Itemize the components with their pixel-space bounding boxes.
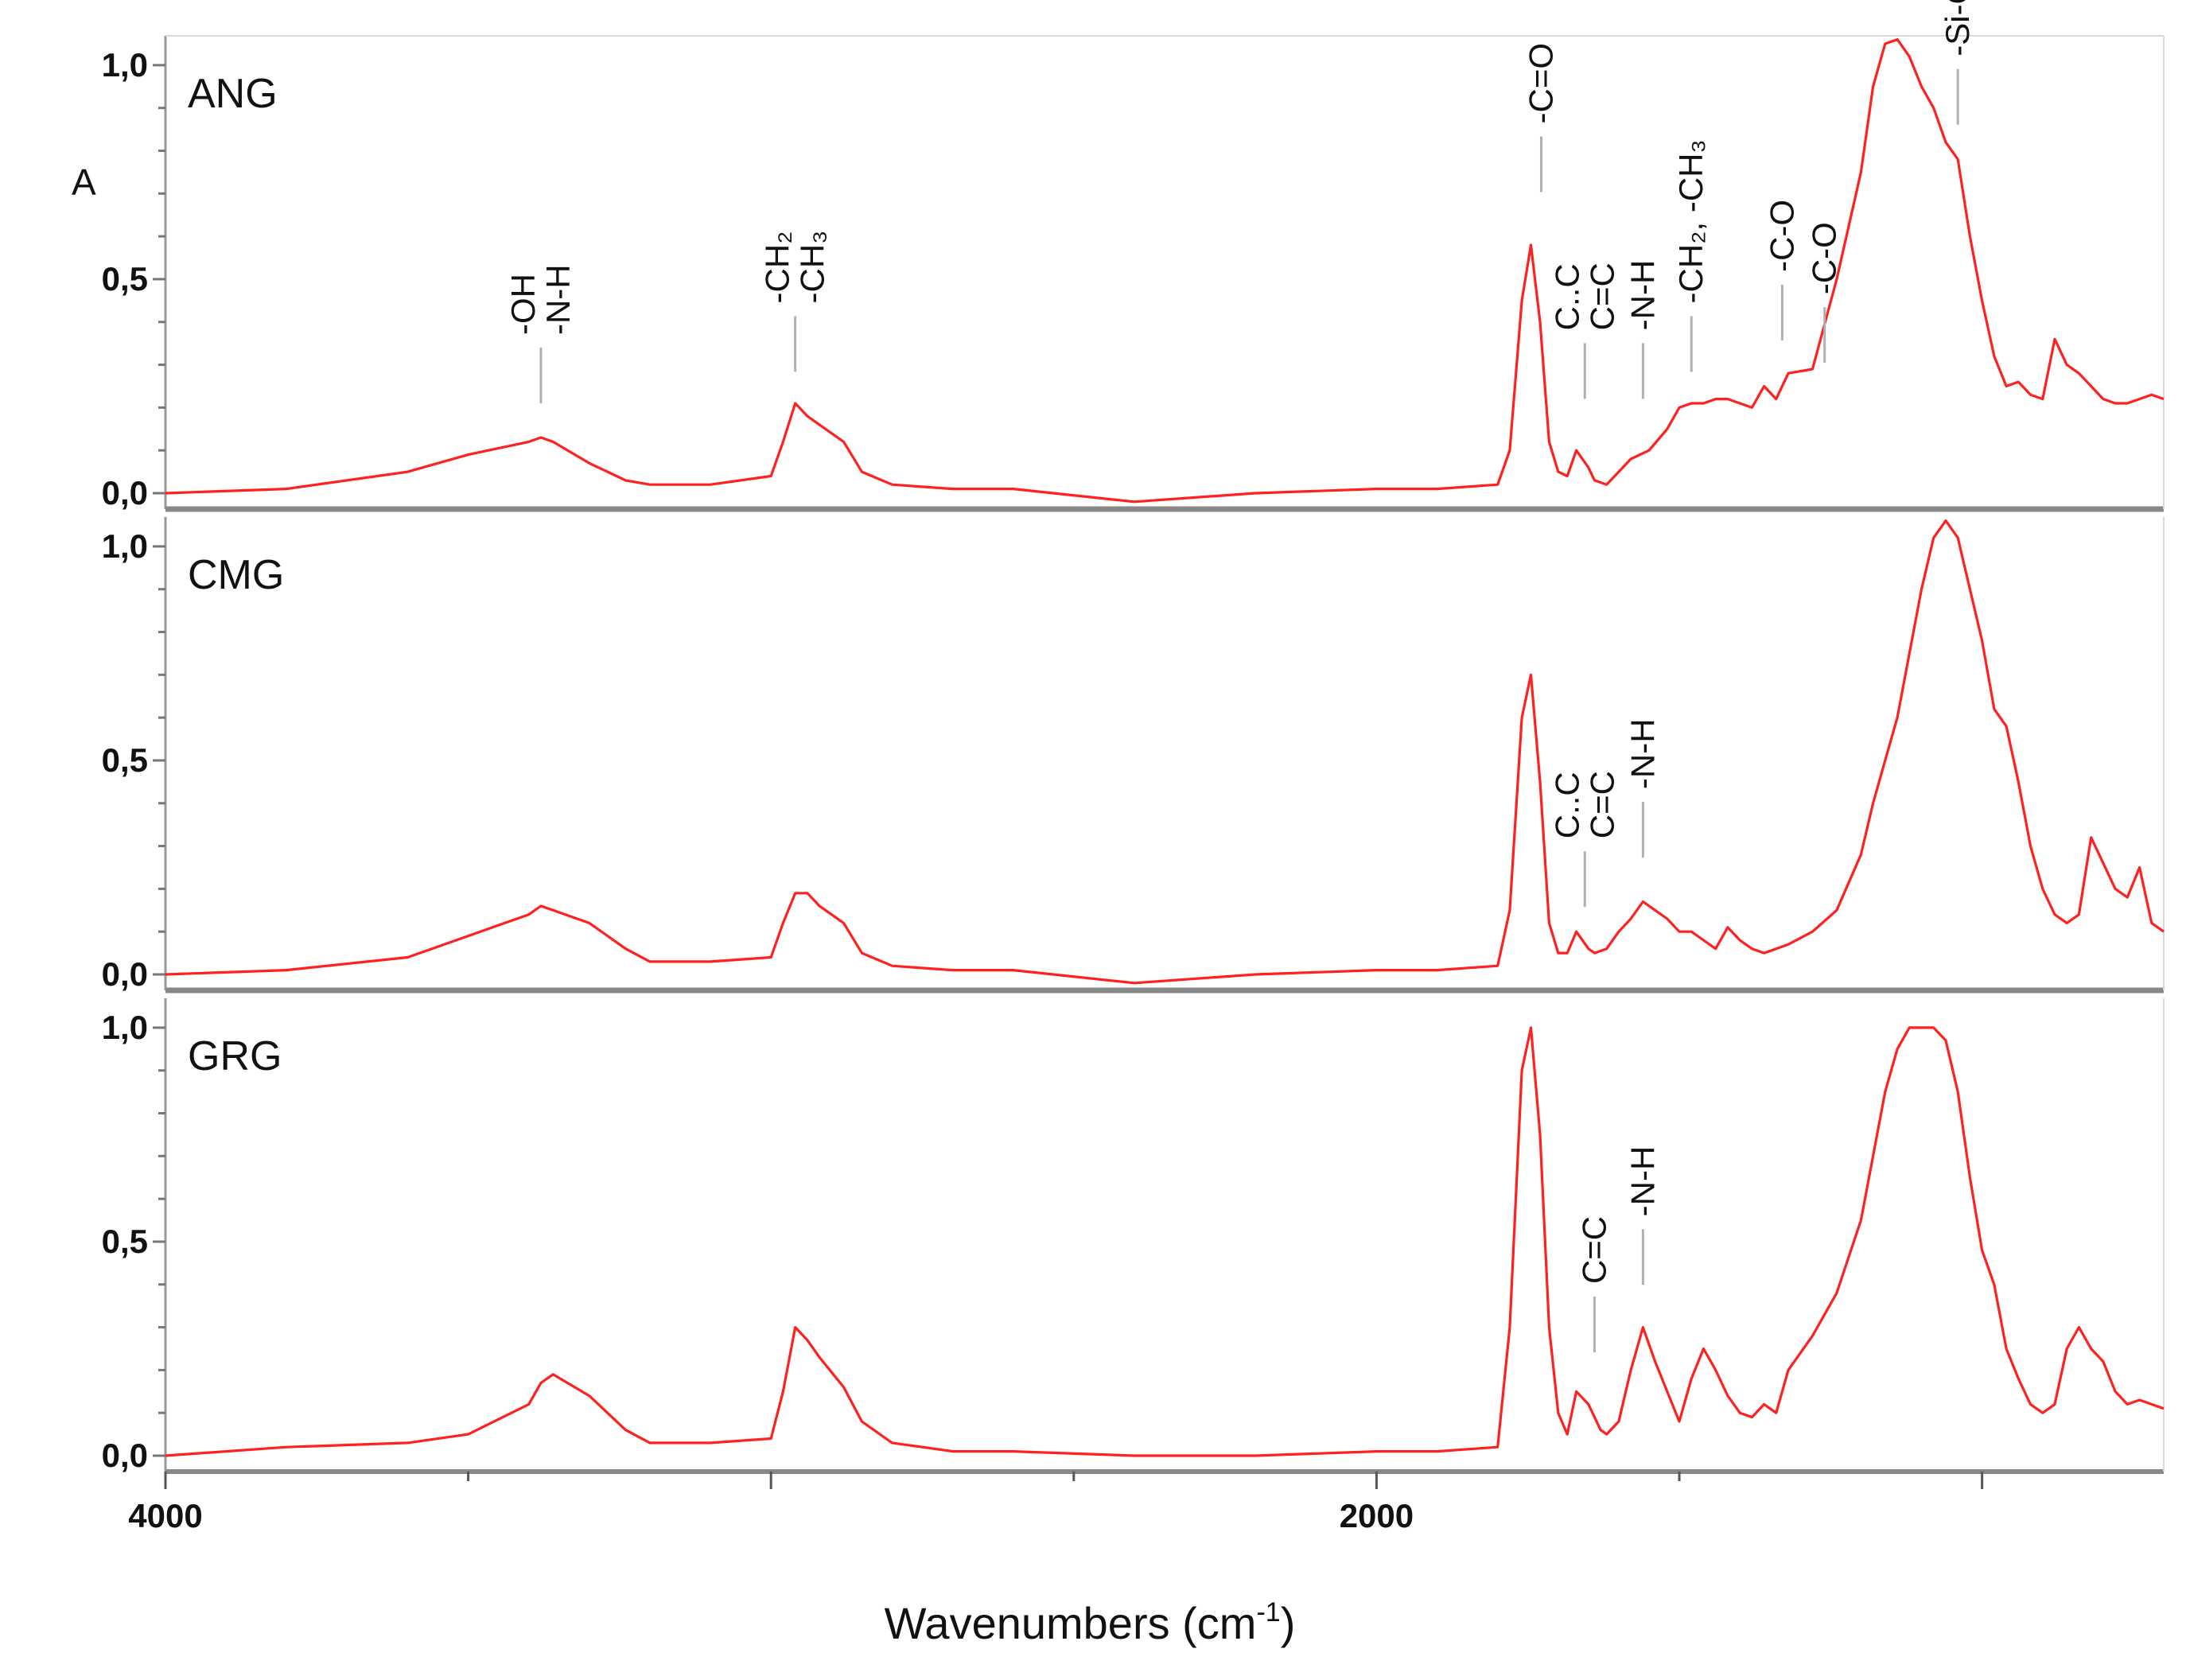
- peak-label-10-0: -N-H: [1624, 718, 1661, 789]
- peak-label-9-1: C=C: [1583, 771, 1620, 838]
- y-tick-label: 0,0: [102, 1437, 148, 1474]
- spectrum-line-cmg: [165, 519, 2165, 985]
- y-tick-label: 1,0: [102, 46, 148, 84]
- peak-label-0-1: -N-H: [539, 264, 577, 335]
- y-tick-label: 0,5: [102, 741, 148, 779]
- axes-layer: 0,0 0,5 1,0 ANG 0,0 0,5 1,0 CMG 0,0 0,5 1,0 GRG 4000…: [102, 46, 1984, 1534]
- y-tick-label: 1,0: [102, 1009, 148, 1046]
- spectrum-line-grg: [165, 1026, 2165, 1457]
- y-tick-label: 0,0: [102, 955, 148, 993]
- peak-label-8-0: -Si-O-Si: [1939, 0, 1976, 56]
- peak-label-11-0: C=C: [1575, 1216, 1612, 1284]
- y-tick-label: 1,0: [102, 527, 148, 565]
- peak-label-5-0: -CH₂, -CH₃: [1672, 139, 1710, 303]
- y-tick-label: 0,0: [102, 474, 148, 511]
- peak-label-12-0: -N-H: [1624, 1146, 1661, 1217]
- peak-label-1-0: -CH₂: [759, 231, 796, 303]
- peak-label-1-1: -CH₃: [794, 231, 831, 304]
- peak-label-3-0: C..C: [1548, 263, 1585, 330]
- y-axis-label: A: [72, 161, 96, 203]
- peak-label-3-1: C=C: [1583, 262, 1620, 330]
- y-tick-label: 0,5: [102, 260, 148, 298]
- annotation-layer: -OH-N-H -CH₂-CH₃-C=OC..CC=C -N-H -CH₂, -CH₃…: [504, 0, 1976, 1353]
- panel-frames: [164, 35, 2165, 1474]
- peak-label-6-0: -C-O: [1763, 200, 1800, 272]
- series-layer: [165, 38, 2165, 1457]
- peak-label-0-0: -OH: [504, 274, 542, 335]
- panel-label-cmg: CMG: [188, 552, 284, 598]
- spectrum-line-ang: [165, 38, 2165, 504]
- peak-label-2-0: -C=O: [1522, 43, 1559, 124]
- peak-label-9-0: C..C: [1548, 772, 1585, 838]
- panel-label-grg: GRG: [188, 1033, 282, 1079]
- x-tick-label: 4000: [128, 1497, 202, 1534]
- peak-label-4-0: -N-H: [1624, 260, 1661, 331]
- x-tick-label: 2000: [1340, 1497, 1414, 1534]
- y-tick-label: 0,5: [102, 1223, 148, 1260]
- peak-label-7-0: -C-O: [1806, 222, 1843, 294]
- panel-label-ang: ANG: [188, 71, 278, 117]
- x-axis-title: Wavenumbers (cm-1): [885, 1597, 1296, 1648]
